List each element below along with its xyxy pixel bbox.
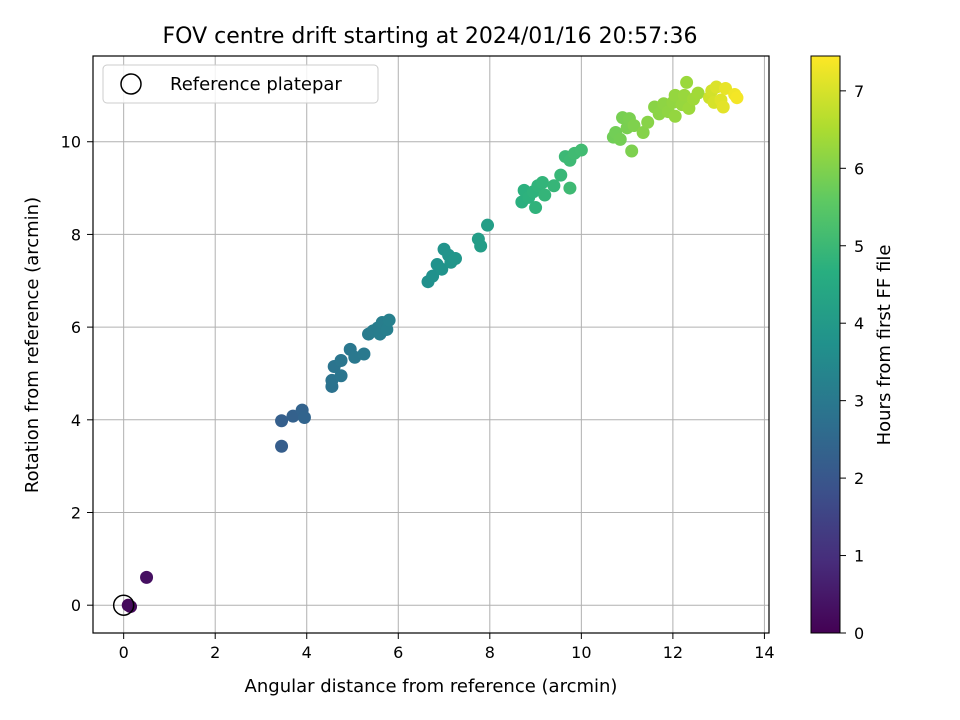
scatter-point — [641, 115, 655, 129]
scatter-point — [481, 218, 495, 232]
colorbar-tick-label: 5 — [854, 237, 864, 256]
scatter-point — [334, 353, 348, 367]
scatter-point — [426, 269, 440, 283]
colorbar-tick-label: 6 — [854, 159, 864, 178]
y-tick-label: 0 — [71, 596, 81, 615]
reference-marker-layer — [112, 594, 135, 616]
scatter-point — [140, 570, 154, 584]
y-axis-ticks: 0 2 4 6 8 10 — [61, 133, 93, 615]
y-tick-label: 4 — [71, 411, 81, 430]
colorbar-ticks: 0 1 2 3 4 5 6 7 — [840, 82, 864, 643]
x-tick-label: 4 — [302, 643, 312, 662]
scatter-point — [357, 347, 371, 361]
scatter-point — [124, 600, 138, 614]
colorbar-tick-label: 3 — [854, 392, 864, 411]
x-tick-label: 10 — [571, 643, 591, 662]
x-axis-label: Angular distance from reference (arcmin) — [245, 676, 618, 697]
data-points — [121, 75, 744, 614]
x-tick-label: 12 — [663, 643, 683, 662]
scatter-point — [382, 313, 396, 327]
scatter-point — [474, 239, 488, 253]
scatter-point — [547, 179, 561, 193]
scatter-point — [435, 262, 449, 276]
legend: Reference platepar — [102, 64, 379, 104]
reference-platepar-marker — [112, 594, 135, 616]
y-axis-label: Rotation from reference (arcmin) — [22, 197, 43, 493]
scatter-point — [625, 144, 639, 158]
scatter-point — [297, 410, 311, 424]
x-tick-label: 2 — [210, 643, 220, 662]
colorbar-gradient — [810, 55, 841, 634]
scatter-point — [691, 86, 705, 100]
colorbar-tick-label: 7 — [854, 82, 864, 101]
scatter-point — [613, 132, 627, 146]
y-tick-label: 8 — [71, 225, 81, 244]
scatter-point — [529, 201, 543, 215]
x-tick-label: 0 — [119, 643, 129, 662]
y-tick-label: 2 — [71, 504, 81, 523]
scatter-point — [574, 143, 588, 157]
colorbar-tick-label: 2 — [854, 469, 864, 488]
chart-title: FOV centre drift starting at 2024/01/16 … — [163, 24, 698, 49]
scatter-point — [668, 88, 682, 102]
scatter-point — [538, 188, 552, 202]
colorbar: 0 1 2 3 4 5 6 7 Hours from first FF file — [810, 55, 895, 643]
x-tick-label: 8 — [485, 643, 495, 662]
scatter-point — [286, 409, 300, 423]
scatter-point — [716, 100, 730, 114]
legend-entry-reference-platepar: Reference platepar — [170, 74, 342, 95]
scatter-point — [668, 109, 682, 123]
x-tick-label: 6 — [393, 643, 403, 662]
scatter-point — [275, 414, 289, 428]
x-axis-ticks: 0 2 4 6 8 10 12 14 — [119, 633, 775, 662]
scatter-point — [636, 125, 650, 139]
colorbar-tick-label: 1 — [854, 547, 864, 566]
scatter-point — [535, 176, 549, 190]
colorbar-tick-label: 4 — [854, 314, 864, 333]
plot-area: 0 2 4 6 8 10 12 14 0 2 4 6 8 10 — [61, 55, 775, 662]
scatter-point — [627, 119, 641, 133]
y-tick-label: 10 — [61, 133, 81, 152]
colorbar-tick-label: 0 — [854, 624, 864, 643]
scatter-point — [719, 81, 733, 95]
scatter-point — [563, 181, 577, 195]
legend-reference-marker — [120, 73, 142, 95]
scatter-point — [448, 252, 462, 266]
scatter-point — [275, 439, 289, 453]
legend-box — [102, 64, 379, 104]
y-tick-label: 6 — [71, 318, 81, 337]
scatter-point — [554, 168, 568, 182]
scatter-point — [334, 369, 348, 383]
grid-lines — [93, 56, 769, 633]
colorbar-label: Hours from first FF file — [874, 245, 895, 446]
scatter-point — [680, 75, 694, 89]
axes-frame — [92, 55, 770, 634]
scatter-point — [730, 91, 744, 105]
x-tick-label: 14 — [754, 643, 774, 662]
